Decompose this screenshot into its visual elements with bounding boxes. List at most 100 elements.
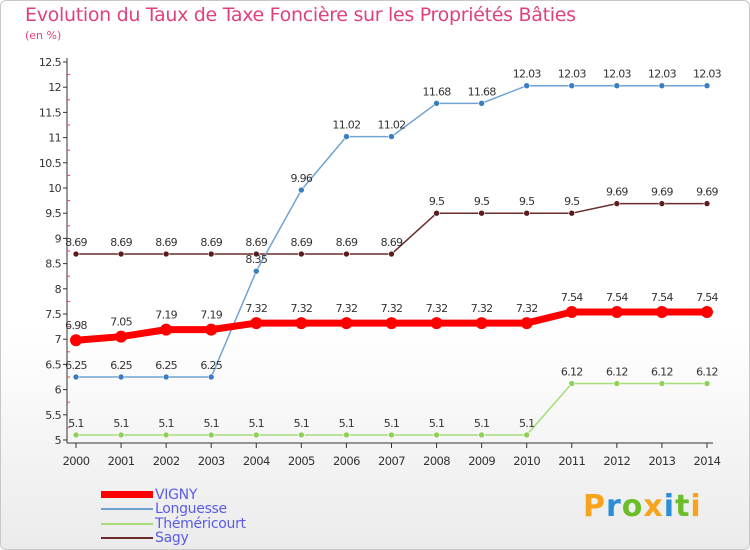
logo-letter: i: [690, 489, 702, 524]
x-tick-label: 2000: [63, 454, 90, 468]
data-label-themericourt: 5.1: [384, 417, 399, 430]
data-point-longuesse: [117, 373, 125, 381]
data-point-vigny: [565, 305, 578, 318]
data-point-sagy: [568, 209, 576, 217]
data-point-sagy: [703, 200, 711, 207]
data-label-longuesse: 11.68: [468, 85, 497, 98]
y-tick-label: 6: [55, 384, 62, 397]
data-label-themericourt: 5.1: [474, 417, 489, 430]
data-point-themericourt: [388, 431, 395, 439]
data-label-themericourt: 6.12: [606, 366, 628, 379]
legend-swatch-longuesse: [101, 507, 153, 510]
data-label-longuesse: 6.25: [155, 359, 177, 372]
x-tick-label: 2006: [333, 454, 360, 468]
data-point-longuesse: [388, 133, 395, 140]
y-tick-label: 6.5: [45, 358, 61, 371]
y-tick-label: 5.5: [45, 409, 61, 422]
data-label-themericourt: 6.12: [696, 366, 718, 379]
legend-swatch-sagy: [101, 536, 153, 539]
y-tick-label: 8: [55, 283, 62, 296]
data-label-sagy: 8.69: [245, 236, 267, 249]
data-point-longuesse: [252, 267, 260, 275]
data-point-sagy: [343, 250, 350, 258]
x-tick-label: 2008: [423, 454, 450, 468]
data-label-sagy: 9.5: [474, 195, 490, 208]
data-point-sagy: [298, 250, 305, 258]
data-point-longuesse: [72, 373, 80, 381]
data-label-sagy: 8.69: [110, 236, 132, 249]
data-label-longuesse: 12.03: [648, 68, 677, 81]
x-tick-label: 2014: [694, 454, 721, 468]
data-label-sagy: 8.69: [65, 236, 87, 249]
data-label-themericourt: 5.1: [113, 417, 128, 430]
data-point-themericourt: [613, 380, 621, 387]
y-tick-label: 11: [48, 132, 61, 145]
y-tick-label: 7: [55, 333, 62, 346]
chart-subtitle: (en %): [25, 29, 62, 42]
legend-swatch-vigny: [101, 491, 153, 498]
data-point-sagy: [117, 250, 125, 258]
data-point-vigny: [430, 317, 443, 330]
x-tick-label: 2007: [378, 454, 405, 468]
proxiti-logo: Proxiti: [583, 489, 702, 524]
legend-label-sagy: Sagy: [155, 529, 189, 546]
data-label-sagy: 8.69: [336, 236, 358, 249]
data-point-themericourt: [658, 380, 666, 387]
data-point-longuesse: [523, 82, 531, 89]
x-tick-label: 2004: [243, 454, 270, 468]
data-point-vigny: [475, 317, 488, 330]
data-point-vigny: [655, 305, 668, 318]
data-label-sagy: 8.69: [155, 236, 177, 249]
y-tick-label: 10: [48, 182, 61, 195]
x-tick-label: 2002: [153, 454, 180, 468]
data-label-vigny: 7.32: [336, 302, 358, 315]
y-tick-label: 5: [55, 434, 62, 447]
x-tick-label: 2012: [603, 454, 630, 468]
data-point-longuesse: [478, 100, 485, 107]
data-point-themericourt: [478, 431, 485, 439]
data-point-vigny: [610, 305, 623, 318]
y-tick-label: 12.5: [39, 56, 62, 69]
data-point-longuesse: [568, 82, 576, 89]
data-point-vigny: [700, 305, 713, 318]
x-tick-label: 2013: [648, 454, 675, 468]
data-label-sagy: 8.69: [381, 236, 403, 249]
data-label-longuesse: 12.03: [558, 68, 587, 81]
data-label-sagy: 9.5: [564, 195, 580, 208]
data-label-longuesse: 6.25: [110, 359, 132, 372]
data-label-vigny: 7.32: [426, 302, 448, 315]
data-point-vigny: [160, 323, 173, 336]
data-point-sagy: [388, 250, 395, 258]
data-point-themericourt: [252, 431, 260, 439]
data-label-themericourt: 6.12: [561, 366, 583, 379]
data-point-vigny: [250, 317, 263, 330]
data-label-longuesse: 12.03: [603, 68, 632, 81]
data-point-themericourt: [117, 431, 125, 439]
data-point-themericourt: [703, 380, 711, 387]
legend-label-longuesse: Longuesse: [155, 500, 227, 517]
data-point-themericourt: [523, 431, 531, 439]
data-label-sagy: 9.5: [519, 195, 535, 208]
data-label-vigny: 7.54: [651, 291, 673, 304]
data-point-longuesse: [343, 133, 350, 140]
data-label-vigny: 7.32: [381, 302, 403, 315]
data-label-longuesse: 9.96: [290, 172, 312, 185]
logo-letter: t: [675, 489, 691, 524]
legend-item-themericourt: Théméricourt: [101, 516, 246, 532]
data-label-longuesse: 12.03: [513, 68, 542, 81]
x-tick-label: 2001: [108, 454, 135, 468]
y-tick-label: 8.5: [45, 258, 61, 271]
data-label-longuesse: 12.03: [693, 68, 722, 81]
data-label-vigny: 7.32: [245, 302, 267, 315]
y-tick-label: 7.5: [45, 308, 61, 321]
data-label-themericourt: 5.1: [249, 417, 264, 430]
data-point-sagy: [72, 250, 80, 258]
data-label-themericourt: 5.1: [429, 417, 444, 430]
data-point-longuesse: [207, 373, 215, 381]
data-label-sagy: 8.69: [200, 236, 222, 249]
data-label-themericourt: 5.1: [339, 417, 354, 430]
data-point-longuesse: [613, 82, 621, 89]
y-tick-label: 12: [48, 81, 61, 94]
